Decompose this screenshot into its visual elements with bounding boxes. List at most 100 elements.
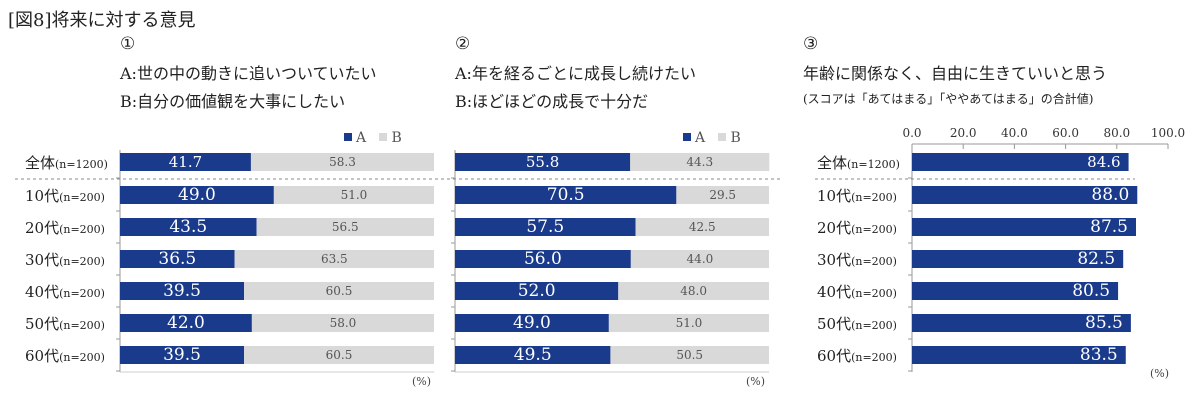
panel2-number: ② <box>455 34 471 54</box>
panel2-label-a: 70.5 <box>547 185 585 205</box>
panel1-label-a: 39.5 <box>163 345 201 365</box>
panel3-bar <box>912 282 1119 300</box>
row-label-main: 60代 <box>817 347 852 365</box>
panel1-bar-b <box>273 186 434 204</box>
panel3-bar <box>912 346 1126 364</box>
panel1-label-b: 51.0 <box>341 188 368 202</box>
panel1-bar-a <box>120 218 257 236</box>
row-label-main: 40代 <box>817 283 852 301</box>
panel3-tick-label: 0.0 <box>902 126 921 140</box>
row-label-n: (n=200) <box>59 351 105 364</box>
row-label-n: (n=200) <box>851 319 897 332</box>
panel2-label-b: 48.0 <box>680 284 707 298</box>
row-label-n: (n=200) <box>851 255 897 268</box>
row-label-main: 20代 <box>817 219 852 237</box>
panel2-label-a: 57.5 <box>526 217 564 237</box>
right-row-label: 全体(n=1200) <box>817 152 900 173</box>
left-row-label: 30代(n=200) <box>25 249 105 270</box>
panel3-tick-label: 20.0 <box>950 126 977 140</box>
row-label-n: (n=1200) <box>55 158 108 171</box>
panel2-bar-b <box>635 218 769 236</box>
panel3-title: 年齢に関係なく、自由に生きていいと思う <box>803 64 1108 83</box>
panel3-bar-label: 87.5 <box>1090 217 1128 237</box>
legend-b: B <box>718 130 741 146</box>
panel1-bar-a <box>120 314 252 332</box>
left-row-label: 60代(n=200) <box>25 345 105 366</box>
right-row-label: 20代(n=200) <box>817 217 897 238</box>
panel2-bar-a <box>455 218 636 236</box>
right-row-label: 40代(n=200) <box>817 281 897 302</box>
panel1-label-a: 43.5 <box>169 217 207 237</box>
panel2-bar-a <box>455 186 677 204</box>
panel1-label-b: 56.5 <box>332 220 359 234</box>
left-row-label: 50代(n=200) <box>25 313 105 334</box>
row-label-n: (n=200) <box>59 191 105 204</box>
row-label-n: (n=200) <box>851 191 897 204</box>
panel2-bar-a <box>455 250 631 268</box>
panel3-bar <box>912 250 1124 268</box>
legend-a: A <box>683 130 705 146</box>
row-label-main: 10代 <box>25 187 60 205</box>
row-label-n: (n=200) <box>59 223 105 236</box>
left-row-label: 全体(n=1200) <box>25 152 108 173</box>
row-label-n: (n=200) <box>59 255 105 268</box>
row-label-n: (n=200) <box>59 287 105 300</box>
panel2-label-a: 49.5 <box>514 345 552 365</box>
panel1-bar-a <box>120 346 245 364</box>
row-label-n: (n=200) <box>851 223 897 236</box>
panel1-bar-b <box>250 153 434 171</box>
panel2-label-a: 55.8 <box>526 153 559 171</box>
left-row-label: 10代(n=200) <box>25 185 105 206</box>
panel2-label-b: 50.5 <box>676 348 703 362</box>
panel3-bar-label: 85.5 <box>1085 313 1123 333</box>
right-row-label: 50代(n=200) <box>817 313 897 334</box>
panel1-bar-b <box>251 314 434 332</box>
panel3-bar-label: 82.5 <box>1077 249 1115 269</box>
panel1-bar-a <box>120 153 251 171</box>
panel1-line-b: B:自分の価値観を大事にしたい <box>120 92 346 111</box>
right-row-label: 30代(n=200) <box>817 249 897 270</box>
row-label-main: 全体 <box>25 154 56 172</box>
panel2-label-b: 29.5 <box>709 188 736 202</box>
panel2-label-b: 44.3 <box>686 155 713 169</box>
row-label-main: 50代 <box>25 315 60 333</box>
panel3-bar-label: 80.5 <box>1072 281 1110 301</box>
panel2-bar-a <box>455 153 631 171</box>
panel2-label-b: 42.5 <box>689 220 716 234</box>
panel1-label-a: 49.0 <box>178 185 216 205</box>
panel1-bar-b <box>244 346 434 364</box>
panel3-tick-label: 40.0 <box>1001 126 1028 140</box>
panel3-tick-label: 80.0 <box>1103 126 1130 140</box>
panel2-label-b: 51.0 <box>676 316 703 330</box>
panel3-bar <box>912 153 1129 171</box>
panel2-bar-b <box>608 314 769 332</box>
row-label-main: 50代 <box>817 315 852 333</box>
panel1-label-b: 60.5 <box>326 284 353 298</box>
legend-b: B <box>379 130 402 146</box>
panel2-bar-a <box>455 282 619 300</box>
row-label-main: 10代 <box>817 187 852 205</box>
panel3-bar-label: 88.0 <box>1091 185 1129 205</box>
panel1-legend: A B <box>344 130 402 146</box>
panel1-label-b: 60.5 <box>326 348 353 362</box>
panel2-legend: A B <box>683 130 741 146</box>
panel1-label-a: 36.5 <box>158 249 196 269</box>
row-label-n: (n=1200) <box>847 158 900 171</box>
panel3-bar <box>912 314 1131 332</box>
panel3-bar-label: 83.5 <box>1080 345 1118 365</box>
right-row-label: 60代(n=200) <box>817 345 897 366</box>
left-row-label: 40代(n=200) <box>25 281 105 302</box>
row-label-main: 全体 <box>817 154 848 172</box>
panel1-label-b: 58.0 <box>330 316 357 330</box>
panel1-unit: (%) <box>412 375 432 388</box>
panel1-bar-b <box>244 282 434 300</box>
panel2-bar-b <box>618 282 769 300</box>
row-label-main: 30代 <box>25 251 60 269</box>
panel1-label-a: 42.0 <box>167 313 205 333</box>
panel1-label-b: 63.5 <box>321 252 348 266</box>
panel1-bar-b <box>256 218 434 236</box>
panel2-line-a: A:年を経るごとに成長し続けたい <box>455 64 696 83</box>
panel3-note: (スコアは「あてはまる」「ややあてはまる」の合計値) <box>803 92 1094 106</box>
panel2-label-a: 56.0 <box>524 249 562 269</box>
